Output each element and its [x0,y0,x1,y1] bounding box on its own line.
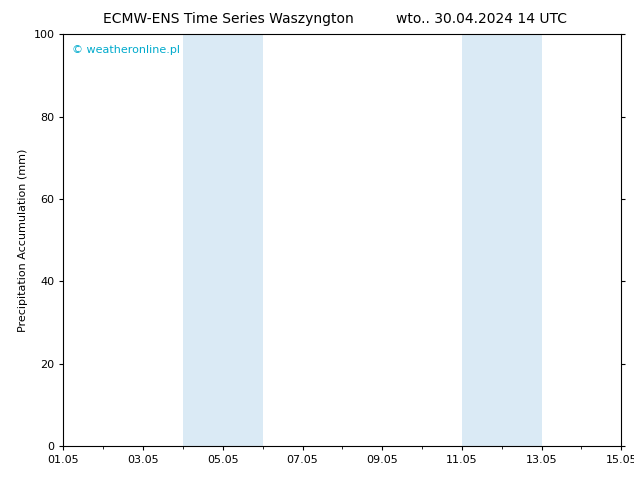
Text: © weatheronline.pl: © weatheronline.pl [72,45,180,54]
Bar [183,34,262,446]
Text: ECMW-ENS Time Series Waszyngton: ECMW-ENS Time Series Waszyngton [103,12,354,26]
Y-axis label: Precipitation Accumulation (mm): Precipitation Accumulation (mm) [18,148,28,332]
Bar [462,34,541,446]
Text: wto.. 30.04.2024 14 UTC: wto.. 30.04.2024 14 UTC [396,12,567,26]
